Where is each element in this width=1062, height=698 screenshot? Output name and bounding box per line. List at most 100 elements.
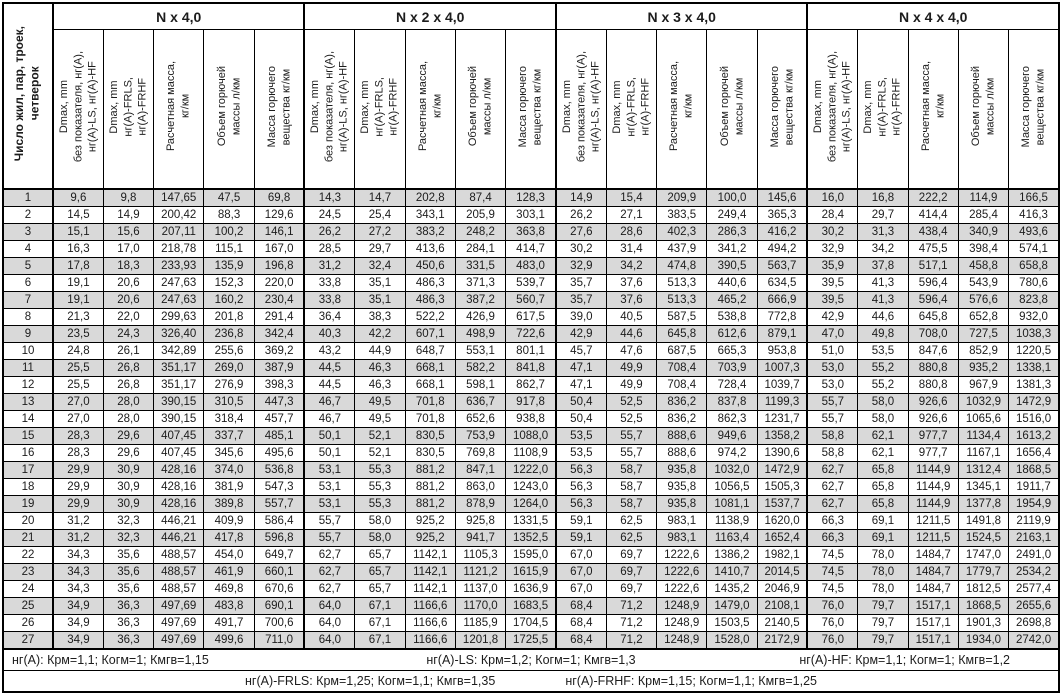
cell-row1-group4-col1: 16,0 [806, 188, 859, 207]
cell-row17-group2-col2: 55,3 [354, 461, 406, 479]
cell-row15-group2-col2: 52,1 [354, 427, 406, 445]
cell-row6-group4-col1: 39,5 [806, 274, 859, 292]
cell-row16-group4-col4: 1167,1 [957, 444, 1010, 462]
table-row-14: 14 27,0 28,0 390,15 318,4 457,7 46,7 49,5 701,8 6… [2, 410, 1060, 428]
cell-row25-group2-col4: 1170,0 [454, 597, 507, 615]
cell-row9-group4-col5: 1038,3 [1008, 325, 1060, 343]
cell-row16-group2-col1: 50,1 [303, 444, 356, 462]
cell-row14-group1-col2: 28,0 [102, 410, 155, 428]
cell-row4-group4-col2: 34,2 [857, 240, 909, 258]
footer-row-2: нг(А)-FRLS: Крм=1,25; Когм=1,1; Кмгв=1,3… [2, 670, 1060, 693]
cell-row23-group1-col4: 461,9 [203, 563, 255, 581]
cell-row11-group4-col3: 880,8 [907, 359, 959, 377]
cell-row13-group3-col2: 52,5 [605, 393, 658, 411]
cell-row15-group3-col4: 949,6 [706, 427, 758, 445]
cell-row21-group4-col5: 2163,1 [1008, 529, 1060, 547]
cell-row2-group2-col3: 343,1 [404, 206, 456, 224]
cell-row20-group3-col2: 62,5 [605, 512, 658, 530]
cell-row8-group3-col5: 772,8 [756, 308, 808, 326]
cell-row10-group2-col1: 43,2 [303, 342, 356, 360]
cell-row1-group2-col1: 14,3 [303, 188, 356, 207]
cell-row25-group4-col5: 2655,6 [1008, 597, 1060, 615]
cell-row26-group4-col3: 1517,1 [907, 614, 959, 632]
cell-row10-group4-col5: 1220,5 [1008, 342, 1060, 360]
cell-row15-group1-col3: 407,45 [153, 427, 205, 445]
cell-row21-group4-col2: 69,1 [857, 529, 909, 547]
cell-row4-group4-col1: 32,9 [806, 240, 859, 258]
cell-row23-group1-col5: 660,1 [253, 563, 305, 581]
cell-row6-group1-col5: 220,0 [253, 274, 305, 292]
cell-row1-group4-col3: 222,2 [907, 188, 959, 207]
table-row-15: 15 28,3 29,6 407,45 337,7 485,1 50,1 52,1 830,5 7… [2, 427, 1060, 445]
cell-row16-group4-col5: 1656,4 [1008, 444, 1060, 462]
column-header-group4-col4: Объем горючей массы л/км [957, 29, 1010, 190]
cell-row26-group3-col3: 1248,9 [656, 614, 708, 632]
cell-row23-group4-col3: 1484,7 [907, 563, 959, 581]
cell-row2-group1-col5: 129,6 [253, 206, 305, 224]
cell-row19-group1-col5: 557,7 [253, 495, 305, 513]
cell-row27-group1-col4: 499,6 [203, 631, 255, 650]
cell-row14-group3-col3: 836,2 [656, 410, 708, 428]
cell-row11-group2-col5: 841,8 [505, 359, 557, 377]
row-number: 12 [2, 376, 54, 394]
cell-row1-group2-col2: 14,7 [354, 188, 406, 207]
group-header-n-x-4-x-4: N x 4 x 4,0 [806, 2, 1060, 30]
cell-row9-group3-col2: 44,6 [605, 325, 658, 343]
table-body: 1 9,6 9,8 147,65 47,5 69,8 14,3 14,7 202,8 87,4 12… [2, 188, 1060, 650]
cell-row26-group4-col4: 1901,3 [957, 614, 1010, 632]
cell-row9-group4-col4: 727,5 [957, 325, 1010, 343]
column-header-group1-col2: Dmax, mm нг(А)-FRLS, нг(А)-FRHF [102, 29, 155, 190]
column-header-group1-col1: Dmax, mm без показателя, нг(А), нг(А)-LS… [51, 29, 104, 190]
cell-row14-group4-col2: 58,0 [857, 410, 909, 428]
cell-row20-group3-col5: 1620,0 [756, 512, 808, 530]
cell-row10-group1-col2: 26,1 [102, 342, 155, 360]
cell-row9-group4-col2: 49,8 [857, 325, 909, 343]
column-header-label: Dmax, mm нг(А)-FRLS, нг(А)-FRHF [108, 76, 149, 137]
cell-row12-group1-col5: 398,3 [253, 376, 305, 394]
cell-row22-group4-col3: 1484,7 [907, 546, 959, 564]
cell-row2-group2-col5: 303,1 [505, 206, 557, 224]
cell-row26-group2-col3: 1166,6 [404, 614, 456, 632]
cell-row14-group2-col1: 46,7 [303, 410, 356, 428]
cell-row13-group2-col3: 701,8 [404, 393, 456, 411]
cell-row16-group2-col4: 769,8 [454, 444, 507, 462]
cell-row22-group1-col2: 35,6 [102, 546, 155, 564]
cell-row25-group1-col3: 497,69 [153, 597, 205, 615]
cell-row3-group3-col3: 402,3 [656, 223, 708, 241]
cell-row2-group1-col2: 14,9 [102, 206, 155, 224]
cell-row1-group3-col2: 15,4 [605, 188, 658, 207]
cell-row4-group3-col3: 437,9 [656, 240, 708, 258]
cell-row22-group3-col3: 1222,6 [656, 546, 708, 564]
cell-row14-group1-col1: 27,0 [51, 410, 104, 428]
cell-row25-group2-col3: 1166,6 [404, 597, 456, 615]
cell-row15-group4-col3: 977,7 [907, 427, 959, 445]
cell-row8-group2-col2: 38,3 [354, 308, 406, 326]
cell-row21-group3-col1: 59,1 [554, 529, 607, 547]
cell-row14-group2-col4: 652,6 [454, 410, 507, 428]
cell-row19-group3-col3: 935,8 [656, 495, 708, 513]
cell-row9-group2-col4: 498,9 [454, 325, 507, 343]
cell-row27-group2-col1: 64,0 [303, 631, 356, 650]
cell-row27-group2-col5: 1725,5 [505, 631, 557, 650]
cell-row13-group3-col5: 1199,3 [756, 393, 808, 411]
cell-row17-group4-col5: 1868,5 [1008, 461, 1060, 479]
cell-row10-group4-col3: 847,6 [907, 342, 959, 360]
cell-row7-group2-col1: 33,8 [303, 291, 356, 309]
cell-row22-group4-col4: 1747,0 [957, 546, 1010, 564]
cell-row27-group1-col5: 711,0 [253, 631, 305, 650]
cell-row15-group1-col4: 337,7 [203, 427, 255, 445]
cell-row25-group1-col5: 690,1 [253, 597, 305, 615]
table-row-8: 8 21,3 22,0 299,63 201,8 291,4 36,4 38,3 522,2 42… [2, 308, 1060, 326]
cell-row25-group2-col5: 1683,5 [505, 597, 557, 615]
cell-row20-group4-col3: 1211,5 [907, 512, 959, 530]
cell-row19-group3-col5: 1537,7 [756, 495, 808, 513]
cell-row14-group1-col4: 318,4 [203, 410, 255, 428]
cell-row24-group2-col3: 1142,1 [404, 580, 456, 598]
cell-row27-group1-col1: 34,9 [51, 631, 104, 650]
row-number: 1 [2, 188, 54, 207]
cell-row4-group3-col1: 30,2 [554, 240, 607, 258]
cell-row4-group3-col4: 341,2 [706, 240, 758, 258]
cell-row21-group2-col3: 925,2 [404, 529, 456, 547]
cell-row20-group3-col4: 1138,9 [706, 512, 758, 530]
cell-row26-group3-col4: 1503,5 [706, 614, 758, 632]
